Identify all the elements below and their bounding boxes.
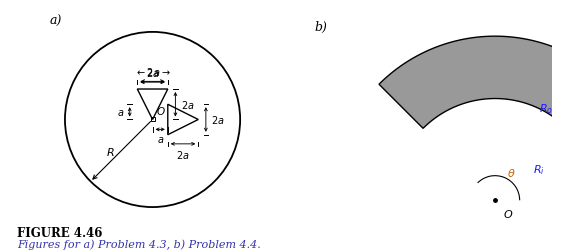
Text: $a$: $a$: [157, 134, 164, 144]
Text: $2a$: $2a$: [181, 99, 194, 111]
Text: $2a$: $2a$: [176, 149, 190, 161]
Text: $\leftarrow 2a \rightarrow$: $\leftarrow 2a \rightarrow$: [134, 66, 171, 78]
Text: $\theta$: $\theta$: [507, 167, 515, 179]
Polygon shape: [379, 37, 565, 200]
Text: $R_o$: $R_o$: [540, 102, 554, 115]
Text: b): b): [315, 21, 327, 34]
Text: a): a): [50, 15, 62, 28]
Text: Figures for a) Problem 4.3, b) Problem 4.4.: Figures for a) Problem 4.3, b) Problem 4…: [17, 239, 260, 249]
Text: $O$: $O$: [503, 207, 514, 219]
Text: FIGURE 4.46: FIGURE 4.46: [17, 226, 102, 239]
Text: $O$: $O$: [157, 105, 166, 117]
Text: $R$: $R$: [106, 146, 114, 158]
Text: $R_i$: $R_i$: [533, 162, 545, 176]
Text: $2a$: $2a$: [146, 66, 159, 78]
Text: $2a$: $2a$: [211, 114, 225, 126]
Text: $a$: $a$: [117, 108, 124, 118]
